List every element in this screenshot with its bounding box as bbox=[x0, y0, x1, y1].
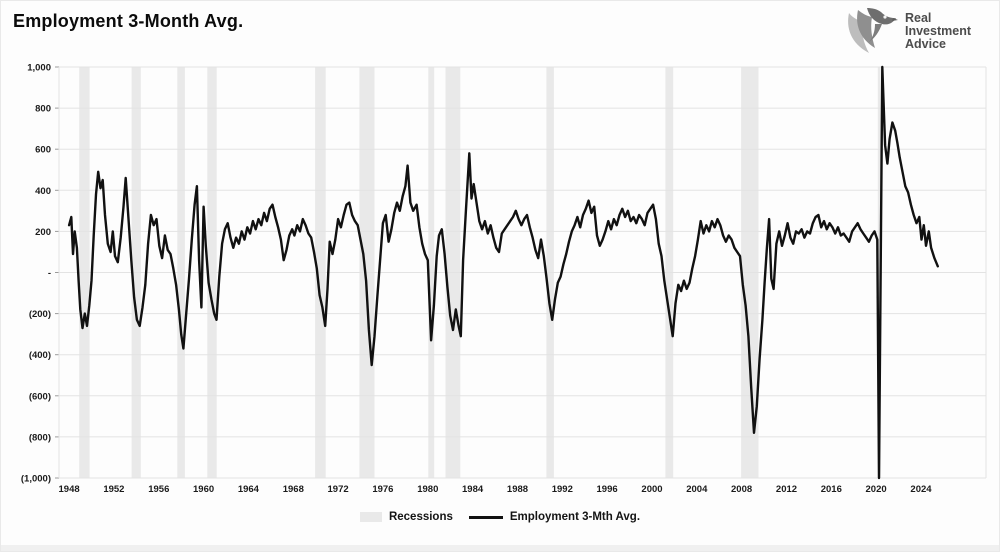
y-tick-label: 800 bbox=[35, 104, 51, 115]
employment-line-swatch bbox=[468, 515, 503, 519]
brand-line-3: Advice bbox=[905, 36, 946, 51]
y-tick-label: 400 bbox=[35, 186, 51, 197]
brand-line-2: Investment bbox=[905, 23, 971, 38]
x-tick-label: 1968 bbox=[283, 484, 304, 495]
x-tick-label: 1992 bbox=[552, 484, 573, 495]
x-axis-labels: 1948 1952 1956 1960 1964 1968 1972 1976 1980 1984… bbox=[59, 484, 933, 495]
chart-legend: Recessions Employment 3-Mth Avg. bbox=[1, 511, 999, 523]
x-tick-label: 1956 bbox=[148, 484, 169, 495]
x-tick-label: 2008 bbox=[731, 484, 752, 495]
x-tick-label: 2016 bbox=[821, 484, 842, 495]
x-tick-label: 1964 bbox=[238, 484, 260, 495]
y-tick-label: (400) bbox=[29, 350, 51, 361]
y-tick-label: (200) bbox=[29, 309, 51, 320]
x-tick-label: 2024 bbox=[910, 484, 932, 495]
legend-label-employment: Employment 3-Mth Avg. bbox=[509, 511, 641, 523]
y-tick-label: 600 bbox=[35, 145, 51, 156]
y-tick-label: 200 bbox=[35, 227, 51, 238]
x-tick-label: 2004 bbox=[686, 484, 708, 495]
x-tick-label: 1976 bbox=[372, 484, 393, 495]
x-tick-label: 1980 bbox=[417, 484, 438, 495]
y-tick-label: - bbox=[48, 268, 51, 279]
bottom-border bbox=[1, 545, 999, 551]
brand-line-1: Real bbox=[905, 10, 932, 25]
page-title: Employment 3-Month Avg. bbox=[13, 11, 244, 31]
x-tick-label: 1972 bbox=[328, 484, 349, 495]
series-employment-3mth-avg bbox=[67, 65, 939, 480]
y-tick-label: (1,000) bbox=[21, 474, 51, 485]
legend-label-recessions: Recessions bbox=[388, 511, 453, 523]
x-tick-label: 1952 bbox=[103, 484, 124, 495]
legend-item-employment: Employment 3-Mth Avg. bbox=[468, 511, 641, 523]
y-axis-labels: 1,000 800 600 400 200 - (200) (400) (600) (800) (1… bbox=[21, 63, 51, 485]
x-tick-label: 1996 bbox=[597, 484, 618, 495]
gridlines bbox=[55, 66, 987, 479]
x-tick-label: 2000 bbox=[641, 484, 662, 495]
recession-band-swatch bbox=[359, 512, 382, 522]
x-tick-label: 1948 bbox=[59, 484, 80, 495]
brand-logo: Real Investment Advice bbox=[839, 7, 971, 55]
y-tick-label: 1,000 bbox=[27, 63, 51, 74]
x-tick-label: 1984 bbox=[462, 484, 484, 495]
x-tick-label: 2012 bbox=[776, 484, 797, 495]
legend-item-recessions: Recessions bbox=[359, 511, 453, 523]
x-tick-label: 1960 bbox=[193, 484, 214, 495]
y-tick-label: (800) bbox=[29, 432, 51, 443]
brand-name: Real Investment Advice bbox=[905, 10, 971, 51]
x-tick-label: 2020 bbox=[866, 484, 887, 495]
eagle-icon bbox=[848, 8, 898, 53]
y-tick-label: (600) bbox=[29, 391, 51, 402]
x-tick-label: 1988 bbox=[507, 484, 528, 495]
employment-line bbox=[67, 65, 939, 480]
